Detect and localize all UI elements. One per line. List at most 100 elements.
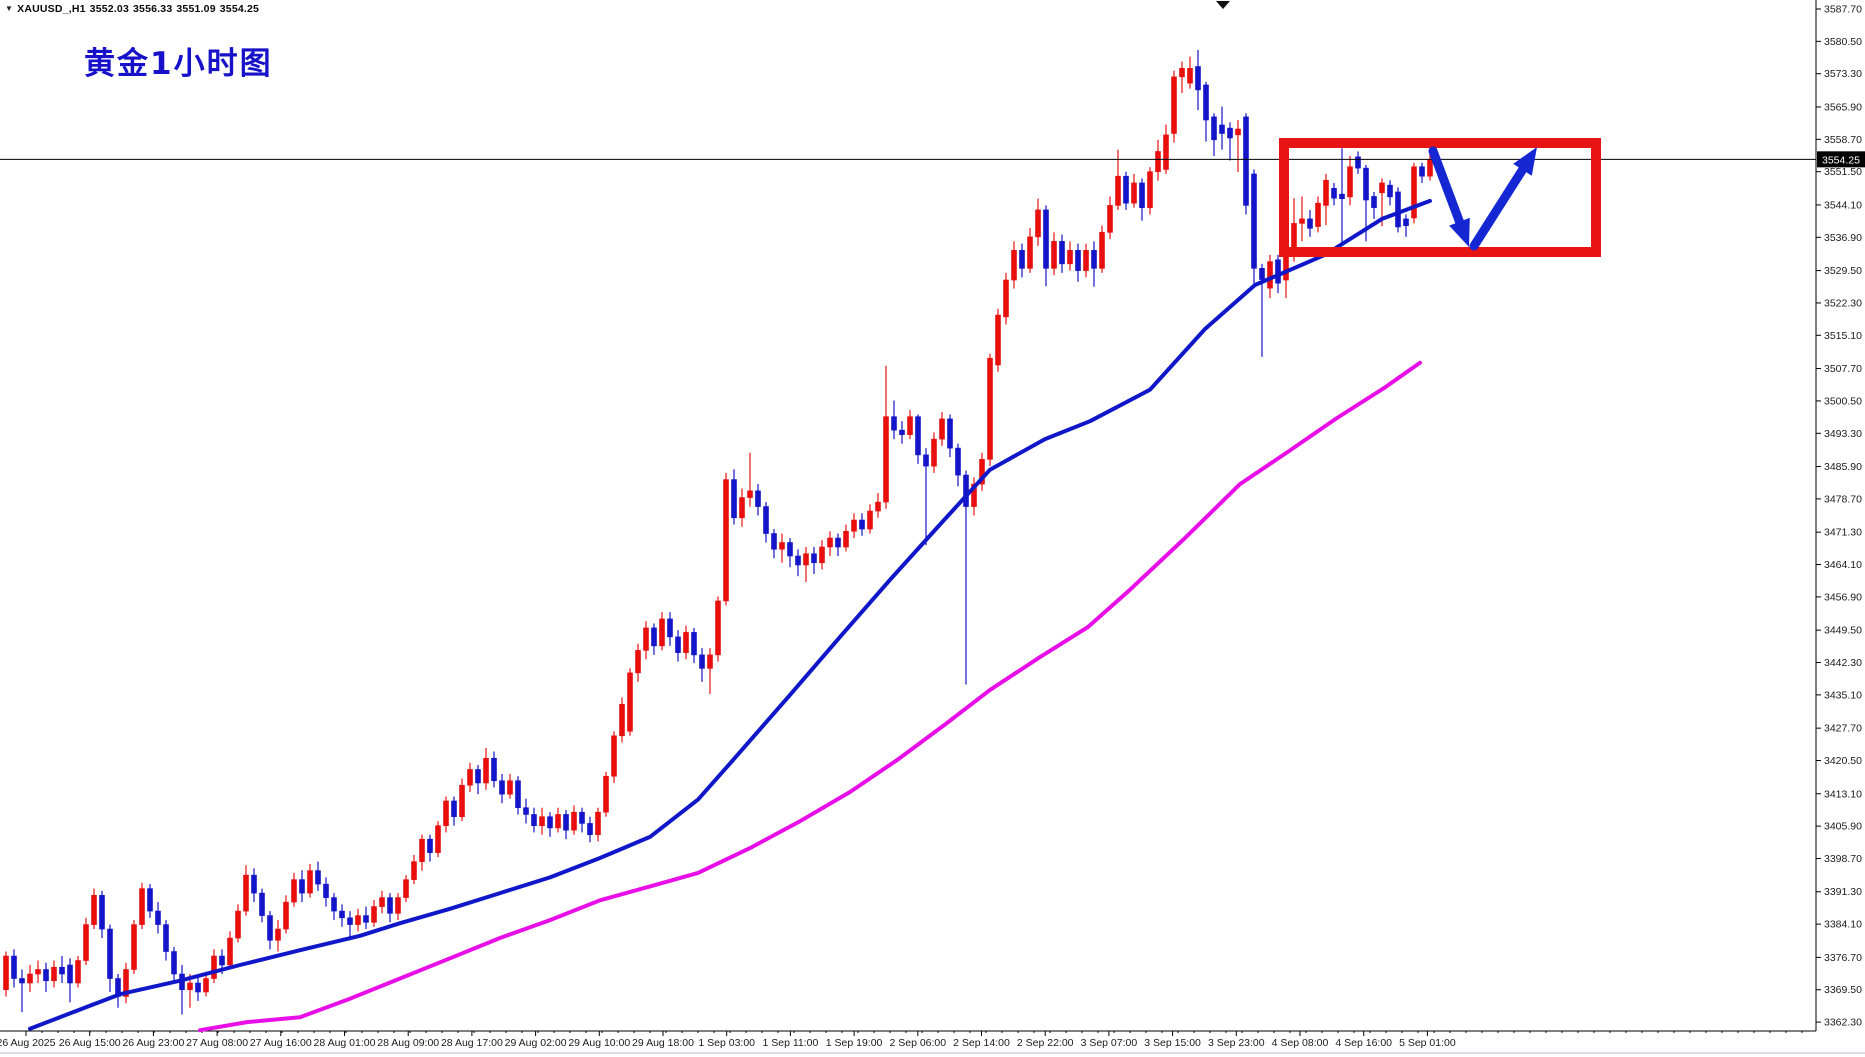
candle-body — [475, 769, 481, 784]
candle — [1219, 106, 1225, 150]
candle — [275, 920, 281, 952]
candle-body — [411, 861, 417, 880]
candle — [371, 899, 377, 927]
time-tick-label: 3 Sep 23:00 — [1208, 1037, 1265, 1049]
candle — [803, 547, 809, 583]
candle — [1123, 171, 1129, 210]
candle — [627, 668, 633, 736]
candle — [163, 920, 169, 961]
candle — [1035, 198, 1041, 246]
time-tick-label: 2 Sep 06:00 — [889, 1037, 946, 1049]
candle — [1059, 234, 1065, 273]
candle — [1355, 151, 1361, 174]
candle-body — [1427, 159, 1433, 177]
candle-body — [555, 814, 561, 829]
candle-body — [1211, 116, 1217, 141]
candle — [179, 965, 185, 1015]
collapse-chart-icon[interactable]: ▼ — [5, 4, 14, 13]
candle-body — [11, 955, 17, 979]
candle-body — [715, 600, 721, 656]
price-tick-label: 3580.50 — [1824, 36, 1862, 48]
candle — [779, 533, 785, 563]
chart-shift-marker-icon[interactable] — [1216, 1, 1230, 9]
candle-body — [387, 897, 393, 914]
candle — [667, 612, 673, 646]
price-tick-label: 3529.50 — [1824, 265, 1862, 277]
candle-body — [683, 632, 689, 653]
candle — [451, 796, 457, 826]
candle — [363, 906, 369, 930]
candle — [707, 648, 713, 694]
candle-body — [1315, 202, 1321, 227]
candle-body — [1099, 232, 1105, 269]
price-tick-label: 3573.30 — [1824, 68, 1862, 80]
time-axis[interactable]: 26 Aug 2025 26 Aug 15:00 26 Aug 23:00 27 Au… — [0, 1031, 1803, 1049]
candle-body — [747, 490, 753, 498]
candle-body — [587, 823, 593, 835]
candle-body — [731, 479, 737, 519]
candle — [171, 947, 177, 983]
trend-arrow-up[interactable] — [1469, 147, 1537, 251]
candle — [507, 773, 513, 799]
candle — [731, 469, 737, 525]
candle — [499, 773, 505, 804]
time-tick-label: 5 Sep 01:00 — [1399, 1037, 1456, 1049]
consolidation-rectangle-annotation[interactable] — [1279, 138, 1601, 257]
candle — [939, 412, 945, 446]
candle-body — [467, 769, 473, 786]
candle-body — [995, 314, 1001, 366]
price-tick-label: 3544.10 — [1824, 199, 1862, 211]
candle-body — [171, 951, 177, 975]
candle-body — [947, 418, 953, 449]
candle — [979, 452, 985, 491]
candle — [1075, 243, 1081, 282]
candle-body — [987, 357, 993, 460]
candle — [675, 630, 681, 662]
candle — [115, 974, 121, 1008]
candle — [355, 908, 361, 932]
candle — [3, 951, 9, 997]
candle-body — [27, 973, 33, 984]
candle-body — [1155, 151, 1161, 172]
candle-body — [195, 982, 201, 993]
candle — [491, 751, 497, 788]
candle — [963, 470, 969, 685]
candle-body — [1179, 68, 1185, 78]
candle-body — [211, 955, 217, 979]
candle-body — [371, 906, 377, 923]
price-tick-label: 3384.10 — [1824, 919, 1862, 931]
candle-body — [323, 883, 329, 898]
candle — [35, 960, 41, 983]
candle-body — [3, 955, 9, 991]
arrow-head-icon — [1513, 147, 1537, 176]
time-tick-label: 26 Aug 2025 — [0, 1037, 56, 1049]
candle — [947, 414, 953, 458]
candle — [619, 697, 625, 743]
candle — [1203, 81, 1209, 142]
candle — [955, 443, 961, 487]
arrow-shaft — [1428, 146, 1464, 227]
candle-body — [299, 879, 305, 894]
candle-body — [1259, 268, 1265, 280]
candle-body — [603, 775, 609, 813]
price-tick-label: 3427.70 — [1824, 723, 1862, 735]
candle-body — [531, 814, 537, 826]
candle — [683, 625, 689, 660]
candle — [291, 872, 297, 907]
trend-arrow-down[interactable] — [1428, 146, 1470, 247]
candle-body — [643, 627, 649, 651]
time-tick-label: 2 Sep 14:00 — [953, 1037, 1010, 1049]
candle — [1027, 227, 1033, 273]
candle — [827, 531, 833, 556]
candle — [411, 854, 417, 885]
price-tick-label: 3471.30 — [1824, 527, 1862, 539]
candle-body — [291, 879, 297, 903]
price-axis[interactable]: 3587.70 3580.50 3573.30 3565.90 3558.70 3551.… — [1816, 3, 1862, 1029]
candle-body — [459, 784, 465, 817]
candle-body — [611, 735, 617, 777]
candle — [1235, 120, 1241, 173]
candle — [851, 513, 857, 539]
candle-body — [843, 530, 849, 548]
candle-body — [203, 978, 209, 993]
